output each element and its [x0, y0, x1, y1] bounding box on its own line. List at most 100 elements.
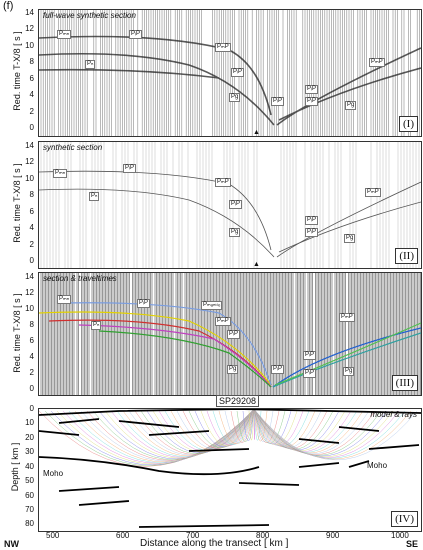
- x-tick: 800: [256, 531, 270, 540]
- direction-nw: NW: [4, 539, 19, 549]
- phase-label: PᵢP: [123, 164, 136, 173]
- y-tick: 0: [29, 384, 34, 393]
- panel-number: (III): [391, 375, 418, 391]
- phase-label: Pₙ: [91, 321, 102, 330]
- y-tick: 8: [29, 57, 34, 66]
- phase-label: Pₘₐₙₜₗₑ: [201, 301, 223, 310]
- panel-model-rays: model & rays (IV) Moho Moho: [38, 408, 422, 532]
- y-tick: 4: [29, 90, 34, 99]
- phase-label: Pɡ: [229, 93, 241, 102]
- panel-title: full-wave synthetic section: [43, 11, 136, 20]
- y-tick: 6: [29, 336, 34, 345]
- y-tick: 80: [25, 519, 34, 528]
- phase-label: PᵢP: [231, 68, 244, 77]
- y-tick: 2: [29, 368, 34, 377]
- y-tick: 10: [25, 41, 34, 50]
- y-tick: 14: [25, 272, 34, 281]
- phase-label: Pɡ: [343, 367, 355, 376]
- phase-label: PᵢP: [305, 228, 318, 237]
- y-tick: 10: [25, 418, 34, 427]
- panel-number: (IV): [391, 511, 418, 527]
- x-tick: 500: [46, 531, 60, 540]
- y-tick: 20: [25, 433, 34, 442]
- phase-label: Pₙ: [85, 60, 96, 69]
- ray-model: [39, 409, 421, 528]
- y-tick: 70: [25, 505, 34, 514]
- phase-label: PᵢP: [129, 30, 142, 39]
- phase-label: Pₘₙ: [53, 169, 68, 178]
- phase-label: Pɡ: [344, 234, 356, 243]
- y-tick: 6: [29, 207, 34, 216]
- moho-label: Moho: [367, 461, 388, 470]
- y-tick: 0: [29, 404, 34, 413]
- y-tick: 4: [29, 352, 34, 361]
- phase-label: PᵢP: [305, 97, 318, 106]
- y-tick: 14: [25, 8, 34, 17]
- phase-label: PᵢP: [303, 369, 316, 378]
- phase-label: PᵢP: [305, 85, 318, 94]
- phase-label: Pₘₙ: [57, 295, 72, 304]
- panel-number: (I): [399, 116, 418, 132]
- phase-label: Pɡ: [229, 228, 241, 237]
- phase-label: Pɡ: [227, 365, 239, 374]
- x-axis-label: Distance along the transect [ km ]: [140, 538, 289, 549]
- y-tick: 14: [25, 141, 34, 150]
- y-axis-label: Depth [ km ]: [10, 442, 20, 492]
- panel-number: (II): [395, 248, 418, 264]
- phase-label: PₘP: [215, 178, 231, 187]
- x-tick: 900: [326, 531, 340, 540]
- y-tick: 40: [25, 462, 34, 471]
- y-axis-label: Red. time T-X/8 [ s ]: [12, 163, 22, 243]
- phase-label: Pₘₙ: [57, 30, 72, 39]
- panel-section-traveltimes: section & traveltimes (III) Pₘₙ Pₙ PᵢP P…: [38, 272, 422, 396]
- phase-label: Pɡ: [345, 101, 357, 110]
- phase-label: PₘP: [215, 317, 231, 326]
- x-tick: 700: [186, 531, 200, 540]
- shot-marker-icon: ▲: [253, 261, 260, 268]
- y-tick: 8: [29, 190, 34, 199]
- y-tick: 12: [25, 157, 34, 166]
- panel-title: model & rays: [370, 410, 417, 419]
- seismogram-traces: [39, 10, 421, 136]
- y-tick: 8: [29, 320, 34, 329]
- y-tick: 4: [29, 223, 34, 232]
- panel-title: synthetic section: [43, 143, 103, 152]
- y-tick: 2: [29, 240, 34, 249]
- phase-label: Pₙ: [89, 192, 100, 201]
- figure-label: (f): [3, 0, 14, 12]
- panel-synthetic: synthetic section (II) Pₘₙ Pₙ PᵢP PₘP Pᵢ…: [38, 141, 422, 269]
- phase-label: PᵢP: [229, 200, 242, 209]
- seismogram-traces: [39, 142, 421, 268]
- panel-full-wave: full-wave synthetic section (I) Pₘₙ Pₙ P…: [38, 9, 422, 137]
- seismogram-traces: [39, 273, 421, 395]
- y-tick: 60: [25, 491, 34, 500]
- phase-label: PᵢP: [271, 365, 284, 374]
- phase-label: PₘP: [339, 313, 355, 322]
- y-axis-label: Red. time T-X/8 [ s ]: [12, 31, 22, 111]
- y-tick: 10: [25, 174, 34, 183]
- phase-label: PᵢP: [271, 97, 284, 106]
- y-tick: 0: [29, 123, 34, 132]
- y-tick: 12: [25, 288, 34, 297]
- panel-title: section & traveltimes: [43, 274, 117, 283]
- direction-se: SE: [406, 539, 419, 549]
- y-tick: 6: [29, 74, 34, 83]
- moho-label: Moho: [43, 469, 64, 478]
- x-tick: 1000: [391, 531, 409, 540]
- shot-marker-icon: ▲: [253, 129, 260, 136]
- phase-label: PₘP: [369, 58, 385, 67]
- x-tick: 600: [116, 531, 130, 540]
- phase-label: PₘP: [365, 188, 381, 197]
- y-tick: 10: [25, 304, 34, 313]
- phase-label: PᵢP: [303, 351, 316, 360]
- y-tick: 50: [25, 476, 34, 485]
- y-tick: 0: [29, 256, 34, 265]
- phase-label: PᵢP: [305, 216, 318, 225]
- phase-label: PᵢP: [137, 299, 150, 308]
- shotpoint-label: SP29208: [216, 395, 260, 407]
- y-tick: 2: [29, 107, 34, 116]
- y-tick: 30: [25, 447, 34, 456]
- phase-label: PₘP: [215, 43, 231, 52]
- y-tick: 12: [25, 24, 34, 33]
- phase-label: PᵢP: [227, 330, 240, 339]
